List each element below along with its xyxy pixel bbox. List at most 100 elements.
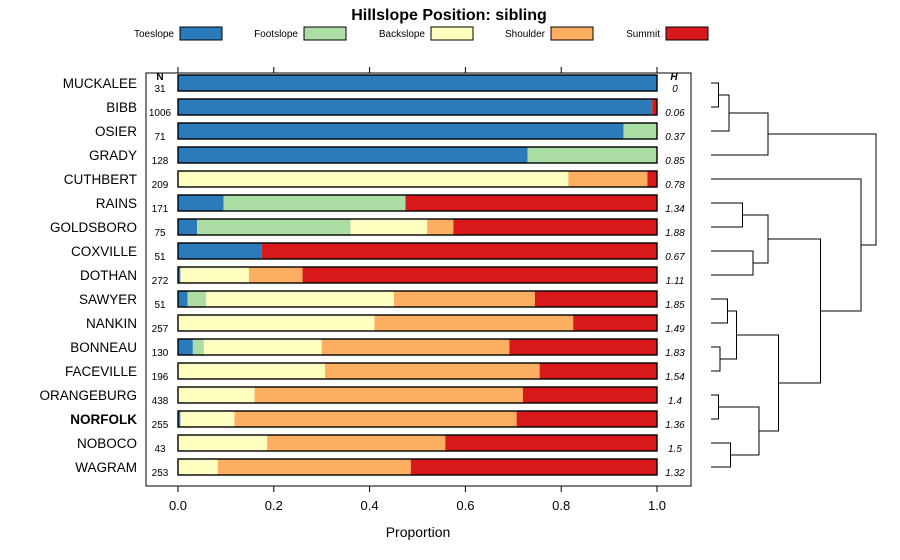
x-tick-label-5: 1.0 <box>648 498 666 513</box>
category-label-nankin: NANKIN <box>86 316 137 331</box>
dendrogram-link-6 <box>711 346 721 372</box>
n-value-bonneau: 130 <box>152 348 169 359</box>
dendrogram-link-12 <box>736 334 779 432</box>
bar-row-grady <box>177 146 658 164</box>
dendrogram-link-15 <box>768 133 877 246</box>
chart-title: Hillslope Position: sibling <box>351 7 547 24</box>
bar-dothan-shoulder <box>248 267 303 283</box>
n-value-nankin: 257 <box>152 324 169 335</box>
h-labels: 0 0.06 0.37 0.85 0.78 1.34 1.88 0.67 1.11 1.85 1.4… <box>665 84 685 479</box>
bar-norfolk-summit <box>516 411 657 427</box>
h-value-bonneau: 1.83 <box>665 348 685 359</box>
dendrogram-link-3 <box>711 202 743 228</box>
bar-coxville-summit <box>261 243 657 259</box>
bar-row-rains <box>177 194 658 212</box>
bar-row-orangeburg <box>177 386 658 404</box>
category-label-norfolk: NORFOLK <box>70 412 137 427</box>
bar-outline-bonneau <box>177 338 658 356</box>
bar-outline-sawyer <box>177 290 658 308</box>
bar-outline-noboco <box>177 434 658 452</box>
dendrogram-link-0 <box>711 82 719 108</box>
h-value-nankin: 1.49 <box>665 324 685 335</box>
bar-row-faceville <box>177 362 658 380</box>
bar-outline-dothan <box>177 266 658 284</box>
bar-cuthbert-backslope <box>178 171 569 187</box>
bar-cuthbert-shoulder <box>568 171 648 187</box>
bar-outline-nankin <box>177 314 658 332</box>
h-header: H <box>670 72 678 83</box>
x-tick-label-0: 0.0 <box>169 498 187 513</box>
bar-sawyer-toeslope <box>178 291 188 307</box>
legend-label-summit: Summit <box>626 29 660 40</box>
bar-outline-wagram <box>177 458 658 476</box>
bar-orangeburg-shoulder <box>254 387 523 403</box>
legend-swatch-shoulder <box>550 26 594 41</box>
x-tick-label-2: 0.4 <box>361 498 379 513</box>
bar-dothan-backslope <box>180 267 249 283</box>
bar-row-osier <box>177 122 658 140</box>
bar-orangeburg-backslope <box>178 387 255 403</box>
category-label-goldsboro: GOLDSBORO <box>50 220 137 235</box>
bar-outline-goldsboro <box>177 218 658 236</box>
bar-outline-cuthbert <box>177 170 658 188</box>
bar-rains-footslope <box>223 195 406 211</box>
bar-row-cuthbert <box>177 170 658 188</box>
h-value-goldsboro: 1.88 <box>665 228 685 239</box>
bar-faceville-backslope <box>178 363 326 379</box>
legend-swatch-toeslope <box>179 26 223 41</box>
bar-outline-coxville <box>177 242 658 260</box>
bar-bonneau-summit <box>509 339 657 355</box>
category-label-faceville: FACEVILLE <box>65 364 137 379</box>
n-value-goldsboro: 75 <box>154 228 166 239</box>
legend-label-shoulder: Shoulder <box>505 29 546 40</box>
bar-row-bonneau <box>177 338 658 356</box>
bar-nankin-shoulder <box>374 315 574 331</box>
category-label-orangeburg: ORANGEBURG <box>39 388 137 403</box>
n-value-dothan: 272 <box>152 276 169 287</box>
bar-dothan-summit <box>302 267 657 283</box>
bar-outline-grady <box>177 146 658 164</box>
legend: Toeslope Footslope Backslope Shoulder Summit <box>134 26 709 41</box>
n-value-sawyer: 51 <box>154 300 166 311</box>
bar-rains-toeslope <box>178 195 224 211</box>
bar-row-wagram <box>177 458 658 476</box>
bar-cuthbert-summit <box>647 171 657 187</box>
bar-row-muckalee <box>177 74 658 92</box>
bar-sawyer-summit <box>534 291 657 307</box>
bar-row-dothan <box>177 266 658 284</box>
h-value-norfolk: 1.36 <box>665 420 685 431</box>
bar-wagram-summit <box>410 459 657 475</box>
bar-sawyer-footslope <box>187 291 207 307</box>
dendrogram-link-2 <box>711 112 769 156</box>
x-tick-label-1: 0.2 <box>265 498 283 513</box>
category-label-wagram: WAGRAM <box>75 460 137 475</box>
bar-norfolk-toeslope <box>178 411 181 427</box>
legend-swatch-footslope <box>303 26 347 41</box>
n-header: N <box>156 72 163 83</box>
bar-bonneau-footslope <box>192 339 204 355</box>
bar-goldsboro-backslope <box>350 219 428 235</box>
bar-outline-rains <box>177 194 658 212</box>
dendrogram <box>711 82 877 468</box>
n-value-faceville: 196 <box>152 372 169 383</box>
bar-row-sawyer <box>177 290 658 308</box>
dendrogram-link-9 <box>711 394 719 420</box>
category-label-rains: RAINS <box>96 196 137 211</box>
h-value-dothan: 1.11 <box>666 276 685 287</box>
bar-nankin-summit <box>573 315 657 331</box>
bar-noboco-backslope <box>178 435 268 451</box>
h-value-cuthbert: 0.78 <box>665 180 685 191</box>
bar-row-nankin <box>177 314 658 332</box>
bar-bibb-summit <box>652 99 657 115</box>
n-value-muckalee: 31 <box>154 84 166 95</box>
n-value-bibb: 1006 <box>149 108 172 119</box>
dendrogram-link-8 <box>720 310 737 360</box>
bar-faceville-summit <box>539 363 657 379</box>
bar-noboco-shoulder <box>267 435 446 451</box>
bars <box>177 74 658 476</box>
bar-row-bibb <box>177 98 658 116</box>
bar-goldsboro-footslope <box>197 219 351 235</box>
bar-row-norfolk <box>177 410 658 428</box>
h-value-coxville: 0.67 <box>665 252 685 263</box>
bar-goldsboro-summit <box>453 219 657 235</box>
